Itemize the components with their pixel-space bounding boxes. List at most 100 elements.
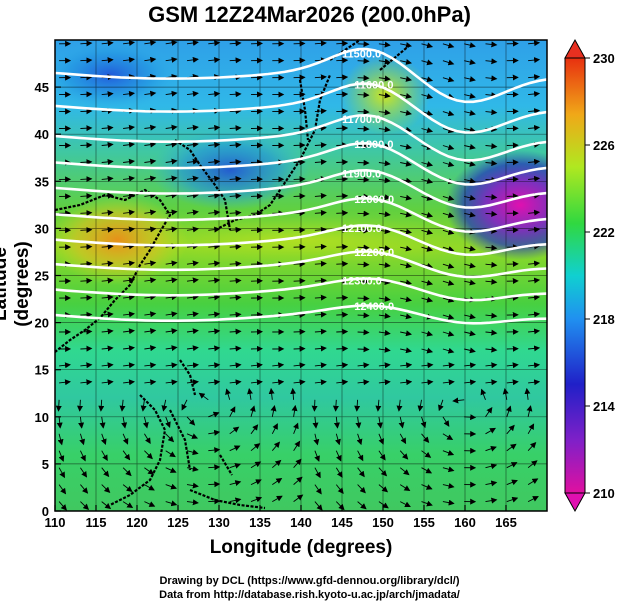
wind-arrow — [311, 399, 318, 412]
wind-arrow — [442, 362, 455, 369]
wind-arrow — [78, 416, 85, 429]
wind-arrow — [442, 76, 455, 83]
wind-arrow — [208, 226, 221, 233]
wind-arrow — [101, 311, 114, 318]
warm-band — [100, 215, 500, 265]
wind-arrow — [144, 158, 157, 165]
wind-arrow — [442, 296, 455, 303]
wind-arrow — [165, 141, 178, 148]
wind-arrow — [442, 466, 455, 473]
height-contours — [55, 47, 547, 325]
wind-arrow — [421, 450, 432, 458]
wind-arrow — [314, 501, 323, 511]
wind-arrow — [442, 161, 455, 168]
contour-labels: 11500.0 11600.0 11700.0 11800.0 11900.0 12000… — [342, 48, 394, 313]
wind-arrow — [336, 57, 349, 64]
wind-arrow — [293, 458, 302, 468]
wind-arrow — [421, 212, 434, 218]
wind-arrow — [229, 209, 242, 216]
wind-arrow — [79, 450, 86, 462]
wind-arrow — [229, 426, 240, 435]
wind-arrow — [165, 192, 178, 199]
wind-arrow — [336, 176, 349, 183]
wind-arrow — [165, 311, 178, 318]
wind-arrow — [464, 362, 477, 369]
wind-arrow — [400, 262, 412, 269]
x-tick-label: 155 — [413, 515, 435, 530]
wind-arrow — [80, 311, 93, 318]
wind-arrow — [229, 311, 242, 318]
wind-arrow — [186, 311, 199, 318]
wind-arrow — [186, 465, 199, 472]
wind-arrow — [165, 277, 178, 284]
wind-arrow — [144, 450, 153, 460]
y-tick-label: 5 — [42, 457, 49, 472]
wind-arrow — [442, 347, 455, 354]
wind-arrow — [165, 362, 178, 369]
wind-arrow — [399, 433, 407, 445]
wind-arrow — [464, 347, 476, 354]
wind-arrow — [464, 143, 476, 150]
wind-arrow — [378, 312, 391, 319]
wind-arrow — [528, 362, 541, 369]
wind-arrow — [464, 160, 476, 167]
wind-arrow — [421, 195, 434, 201]
wind-arrow — [122, 433, 129, 445]
wind-arrow — [485, 406, 493, 418]
colorbar-top-triangle — [564, 38, 586, 59]
wind-arrow — [528, 74, 541, 81]
y-tick-label: 40 — [35, 127, 49, 142]
wind-arrow — [396, 399, 403, 412]
wind-arrow — [332, 399, 339, 412]
height-contour-line — [55, 224, 547, 257]
wind-arrow — [357, 58, 370, 65]
wind-arrow — [485, 41, 498, 48]
wind-arrow — [80, 260, 93, 267]
colorbar-tick-label: 230 — [593, 51, 615, 66]
wind-arrow — [464, 313, 476, 320]
cold-anomaly-northwest — [55, 40, 180, 110]
wind-arrow — [229, 142, 242, 149]
wind-arrow — [336, 193, 349, 200]
wind-arrow — [144, 90, 157, 97]
credit-line-1: Drawing by DCL (https://www.gfd-dennou.o… — [159, 575, 460, 587]
wind-arrow — [485, 463, 498, 470]
wind-arrow — [293, 277, 306, 284]
wind-arrow — [58, 484, 67, 495]
wind-arrow — [144, 345, 157, 352]
wind-arrow — [229, 57, 242, 64]
wind-arrow — [165, 483, 178, 490]
height-contour-line — [55, 82, 547, 134]
wind-arrow — [378, 245, 391, 252]
wind-arrow — [314, 243, 327, 250]
wind-arrow — [528, 345, 541, 352]
wind-arrow — [123, 362, 135, 369]
wind-arrow — [485, 143, 498, 150]
wind-arrow — [400, 362, 413, 369]
wind-arrow — [186, 416, 196, 426]
x-tick-label: 130 — [208, 515, 230, 530]
wind-arrow — [314, 40, 327, 47]
wind-arrow — [229, 328, 242, 335]
y-tick-label: 20 — [35, 316, 49, 331]
wind-arrow — [420, 416, 427, 429]
wind-arrow — [208, 379, 221, 386]
wind-arrow — [355, 416, 362, 429]
wind-arrow — [229, 108, 242, 115]
wind-arrow — [144, 192, 157, 199]
wind-arrow — [144, 226, 157, 233]
wind-arrow — [186, 56, 199, 63]
wind-arrow — [123, 175, 135, 182]
wind-arrow — [229, 362, 242, 369]
wind-arrow — [161, 399, 168, 412]
wind-arrow — [144, 379, 157, 386]
wind-arrow — [55, 399, 62, 412]
wind-arrow — [144, 311, 157, 318]
wind-arrow — [144, 124, 157, 131]
wind-arrow — [480, 388, 487, 400]
wind-arrow — [400, 279, 412, 286]
wind-arrow — [400, 330, 412, 337]
colorbar-tick-label: 226 — [593, 138, 615, 153]
wind-arrow — [250, 479, 262, 486]
wind-arrow — [101, 294, 114, 301]
